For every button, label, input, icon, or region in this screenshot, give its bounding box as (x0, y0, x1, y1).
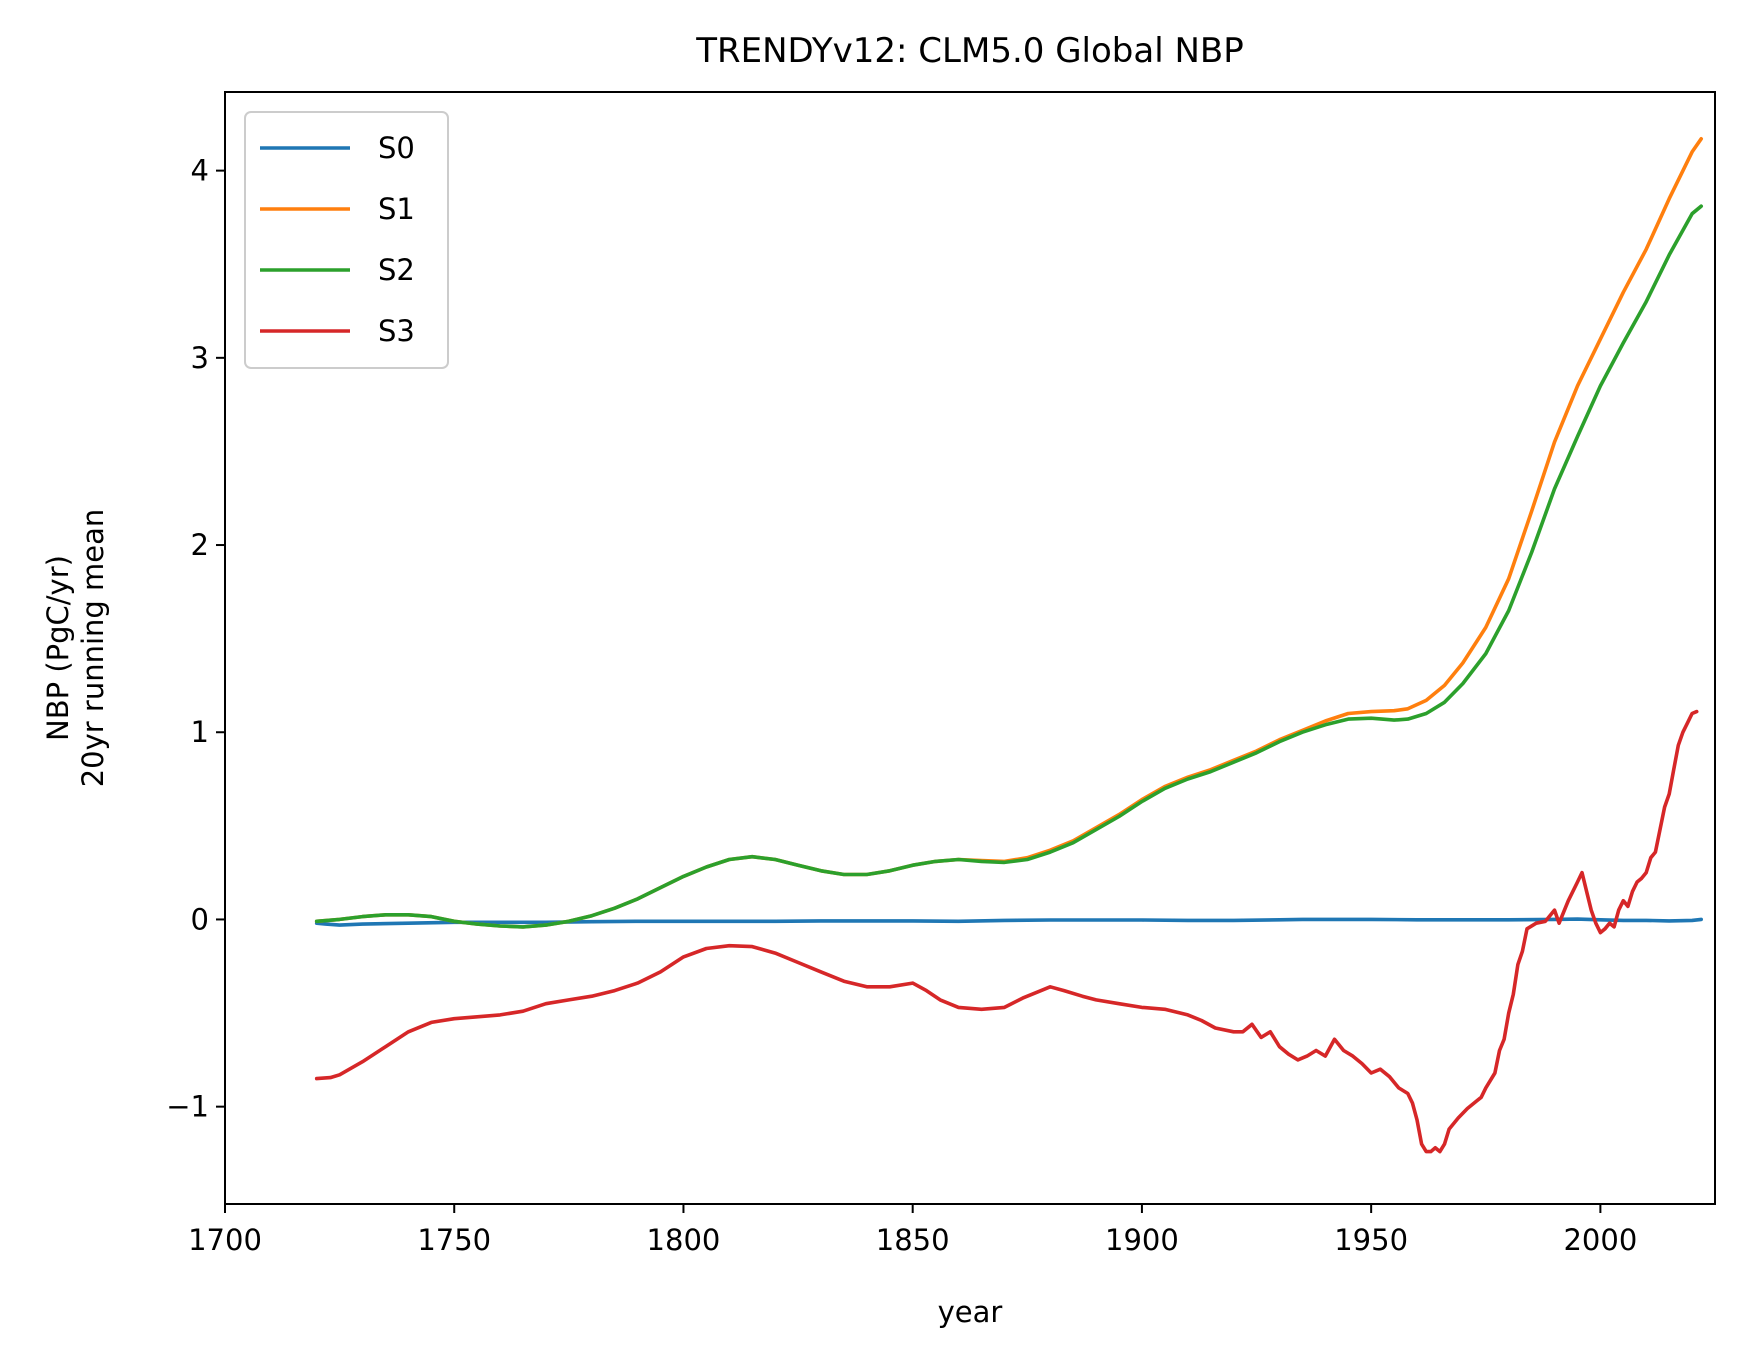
y-axis-label: NBP (PgC/yr) 20yr running mean (41, 509, 110, 788)
series-layer (314, 137, 1703, 1154)
y-tick-label: 2 (191, 528, 209, 562)
x-tick-label: 2000 (1563, 1223, 1637, 1257)
x-tick-label: 1900 (1105, 1223, 1179, 1257)
x-axis: 1700 1750 1800 1850 1900 1950 2000 (188, 1204, 1637, 1257)
y-tick-label: 0 (191, 902, 209, 936)
y-tick-label: 4 (191, 154, 209, 188)
y-tick-label: 1 (191, 715, 209, 749)
chart-title: TRENDYv12: CLM5.0 Global NBP (695, 31, 1243, 71)
legend: S0 S1 S2 S3 (244, 111, 449, 369)
x-axis-label: year (938, 1295, 1003, 1329)
x-tick-label: 1700 (188, 1223, 262, 1257)
y-tick-label: 3 (191, 341, 209, 375)
x-tick-label: 1850 (876, 1223, 950, 1257)
series-line-s3 (314, 709, 1699, 1154)
x-tick-label: 1750 (417, 1223, 491, 1257)
legend-label-s0: S0 (378, 131, 415, 165)
plot-frame (224, 91, 1716, 1205)
series-line-s1 (314, 137, 1703, 929)
legend-label-s3: S3 (378, 314, 415, 348)
series-line-s2 (314, 204, 1703, 929)
legend-box (244, 111, 449, 369)
y-axis-label-line-2: 20yr running mean (76, 509, 110, 788)
legend-label-s2: S2 (378, 253, 415, 287)
y-axis: −1 0 1 2 3 4 (166, 154, 225, 1124)
x-tick-label: 1800 (647, 1223, 721, 1257)
series-line-s0 (314, 917, 1703, 927)
y-axis-label-line-1: NBP (PgC/yr) (41, 555, 75, 741)
x-tick-label: 1950 (1334, 1223, 1408, 1257)
legend-label-s1: S1 (378, 192, 415, 226)
y-tick-label: −1 (166, 1090, 209, 1124)
